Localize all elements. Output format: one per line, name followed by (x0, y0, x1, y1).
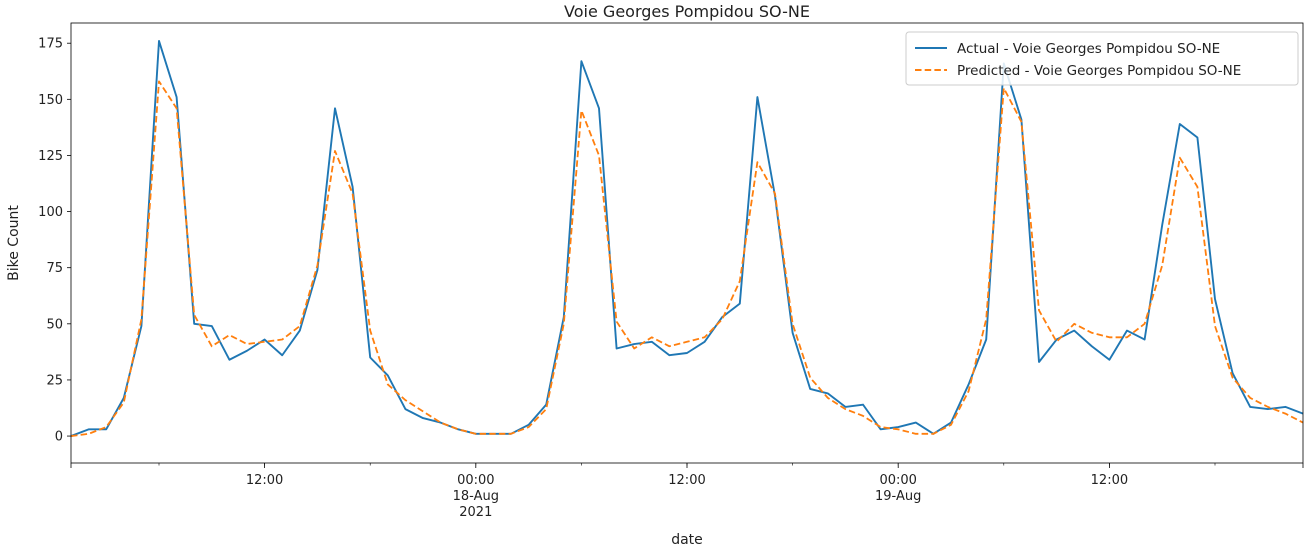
y-tick-label: 175 (38, 37, 63, 52)
series-layer (70, 40, 1304, 437)
y-tick-label: 0 (55, 430, 63, 445)
series-line-actual (70, 40, 1304, 437)
x-tick-label: 00:00 19-Aug (875, 473, 921, 504)
legend: Actual - Voie Georges Pompidou SO-NE Pred… (905, 31, 1299, 86)
legend-label: Predicted - Voie Georges Pompidou SO-NE (957, 63, 1241, 79)
series-line-predicted (70, 80, 1304, 437)
y-axis: 0 25 50 75 100 125 150 175 (38, 37, 71, 445)
legend-box (905, 31, 1299, 86)
x-tick-label: 12:00 (668, 473, 705, 488)
legend-label: Actual - Voie Georges Pompidou SO-NE (957, 41, 1220, 57)
chart-title: Voie Georges Pompidou SO-NE (564, 2, 810, 21)
y-tick-label: 150 (38, 93, 63, 108)
y-axis-label: Bike Count (6, 205, 22, 281)
y-tick-label: 125 (38, 149, 63, 164)
x-tick-label: 00:00 18-Aug 2021 (453, 473, 499, 520)
y-tick-label: 25 (46, 373, 63, 388)
x-tick-label: 12:00 (246, 473, 283, 488)
x-axis-label: date (671, 532, 703, 548)
y-tick-label: 100 (38, 205, 63, 220)
y-tick-label: 75 (46, 261, 63, 276)
x-axis: 12:00 00:00 18-Aug 2021 12:00 00:00 19-Aug 12:0… (70, 463, 1304, 520)
x-tick-label: 12:00 (1091, 473, 1128, 488)
plot-frame (70, 22, 1304, 464)
y-tick-label: 50 (46, 317, 63, 332)
